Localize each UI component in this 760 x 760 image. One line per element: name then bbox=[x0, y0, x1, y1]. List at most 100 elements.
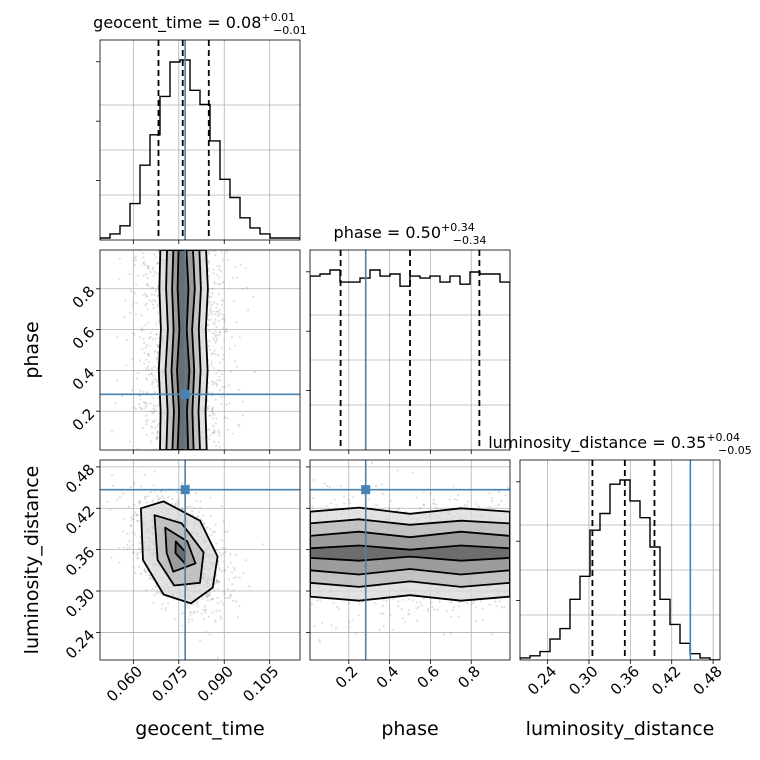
sample-point bbox=[217, 563, 220, 566]
sample-point bbox=[162, 496, 165, 499]
sample-point bbox=[191, 510, 194, 513]
sample-point bbox=[216, 264, 219, 267]
sample-point bbox=[167, 496, 170, 499]
sample-point bbox=[126, 532, 129, 535]
sample-point bbox=[156, 311, 159, 314]
sample-point bbox=[180, 612, 184, 616]
sample-point bbox=[174, 502, 177, 505]
sample-point bbox=[224, 568, 227, 572]
sample-point bbox=[152, 306, 155, 310]
sample-point bbox=[199, 500, 202, 503]
sample-point bbox=[430, 600, 433, 604]
sample-point bbox=[332, 601, 335, 604]
sample-point bbox=[226, 565, 229, 569]
sample-point bbox=[159, 490, 162, 493]
sample-point bbox=[207, 313, 210, 317]
sample-point bbox=[148, 574, 151, 577]
sample-point bbox=[212, 431, 215, 435]
sample-point bbox=[144, 495, 147, 498]
sample-point bbox=[208, 414, 211, 417]
sample-point bbox=[187, 606, 191, 609]
sample-point bbox=[221, 358, 224, 361]
sample-point bbox=[131, 332, 134, 335]
hist-luminosity_distance bbox=[516, 459, 721, 664]
sample-point bbox=[153, 391, 157, 394]
sample-point bbox=[176, 498, 180, 501]
sample-point bbox=[219, 379, 222, 382]
sample-point bbox=[227, 578, 230, 581]
sample-point bbox=[147, 368, 150, 371]
sample-point bbox=[131, 544, 134, 547]
sample-point bbox=[218, 312, 221, 315]
sample-point bbox=[153, 408, 157, 411]
sample-point bbox=[150, 373, 153, 376]
sample-point bbox=[189, 505, 192, 508]
sample-point bbox=[236, 276, 239, 279]
sample-point bbox=[133, 483, 136, 486]
sample-point bbox=[144, 401, 147, 404]
sample-point bbox=[140, 407, 143, 410]
sample-point bbox=[432, 502, 435, 505]
sample-point bbox=[374, 602, 377, 605]
sample-point bbox=[218, 331, 221, 334]
sample-point bbox=[145, 423, 148, 426]
sample-point bbox=[208, 275, 211, 278]
sample-point bbox=[208, 339, 211, 343]
sample-point bbox=[477, 505, 481, 508]
sample-point bbox=[149, 331, 152, 334]
sample-point bbox=[207, 251, 210, 254]
sample-point bbox=[131, 357, 134, 361]
sample-point bbox=[205, 630, 208, 633]
sample-point bbox=[209, 598, 212, 601]
sample-point bbox=[499, 600, 502, 603]
sample-point bbox=[214, 313, 217, 316]
tick-label-geocent_time: 0.105 bbox=[239, 662, 282, 705]
sample-point bbox=[225, 417, 229, 420]
sample-point bbox=[221, 552, 224, 555]
sample-point bbox=[137, 556, 140, 559]
sample-point bbox=[210, 409, 213, 413]
sample-point bbox=[144, 404, 147, 407]
sample-point bbox=[195, 500, 198, 503]
sample-point bbox=[221, 259, 224, 262]
sample-point bbox=[382, 625, 385, 628]
sample-point bbox=[205, 527, 208, 530]
sample-point bbox=[212, 272, 215, 275]
tick-label-phase: 0.4 bbox=[69, 364, 99, 394]
sample-point bbox=[238, 389, 241, 392]
sample-point bbox=[151, 303, 155, 306]
sample-point bbox=[206, 526, 209, 529]
sample-point bbox=[229, 594, 232, 597]
sample-point bbox=[155, 592, 159, 595]
sample-point bbox=[224, 530, 227, 533]
sample-point bbox=[206, 593, 209, 597]
sample-point bbox=[222, 314, 226, 317]
sample-point bbox=[207, 323, 210, 327]
sample-point bbox=[136, 513, 139, 517]
sample-point bbox=[156, 262, 160, 265]
sample-point bbox=[203, 522, 206, 526]
sample-point bbox=[154, 256, 157, 259]
sample-point bbox=[481, 618, 485, 621]
sample-point bbox=[238, 424, 241, 427]
sample-point bbox=[388, 508, 391, 511]
sample-point bbox=[216, 596, 219, 600]
tick-label-luminosity_distance: 0.36 bbox=[62, 543, 98, 579]
sample-point bbox=[452, 485, 455, 488]
sample-point bbox=[118, 277, 121, 280]
sample-point bbox=[202, 618, 206, 621]
sample-point bbox=[159, 590, 162, 594]
tick-label-luminosity_distance: 0.48 bbox=[62, 461, 98, 497]
sample-point bbox=[151, 500, 154, 504]
sample-point bbox=[133, 406, 136, 409]
sample-point bbox=[218, 265, 221, 268]
sample-point bbox=[218, 361, 222, 364]
title-prefix: geocent_time = bbox=[93, 13, 226, 33]
sample-point bbox=[147, 267, 150, 270]
sample-point bbox=[150, 382, 154, 386]
sample-point bbox=[139, 398, 142, 401]
sample-point bbox=[201, 520, 204, 523]
sample-point bbox=[187, 483, 190, 486]
sample-point bbox=[207, 428, 211, 431]
